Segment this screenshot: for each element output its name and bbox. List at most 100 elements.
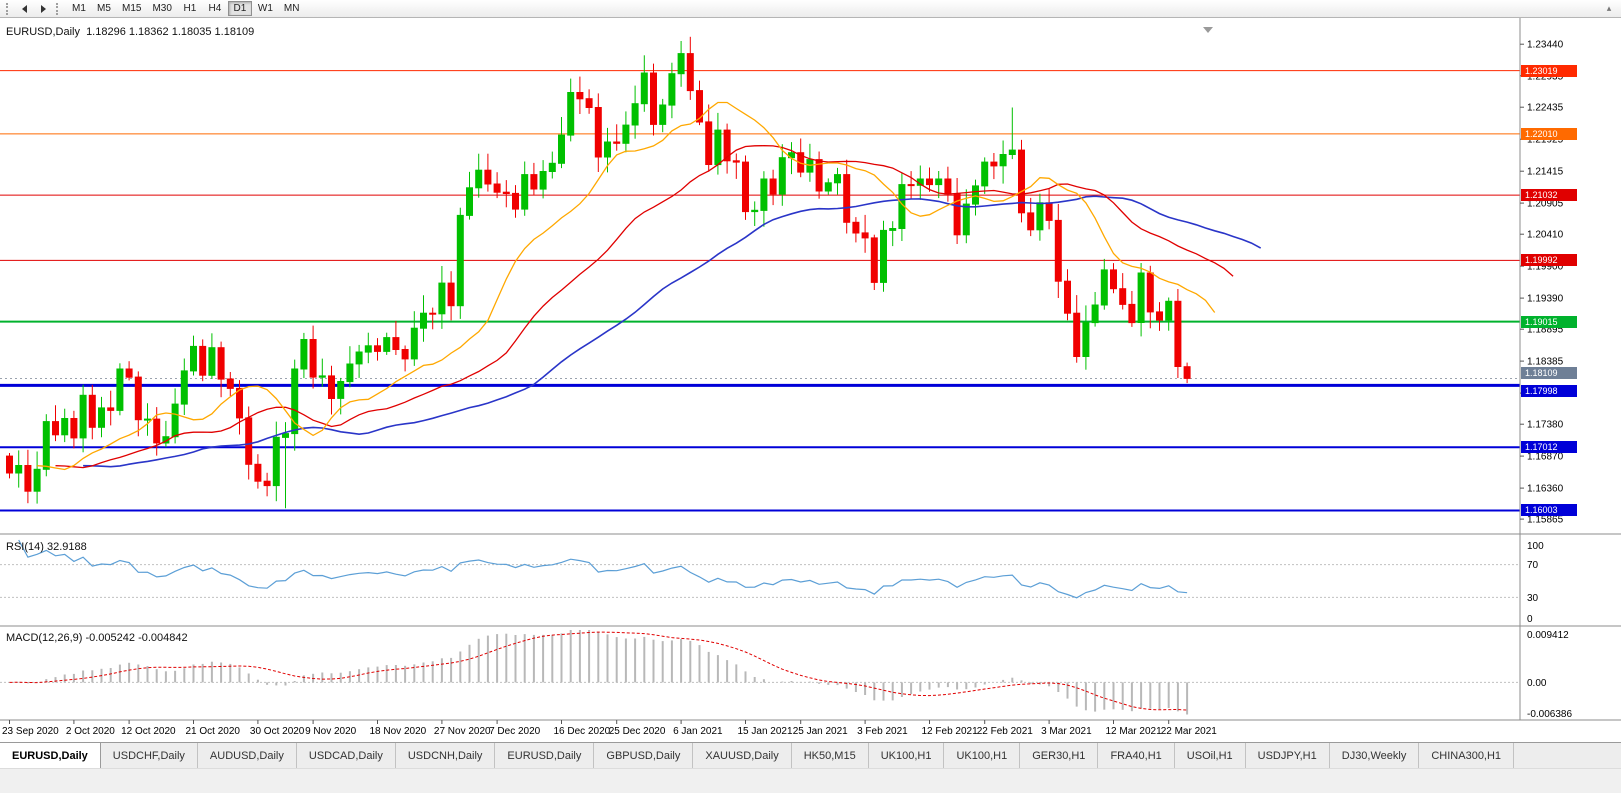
date-label[interactable]: 27 Nov 2020 [434,726,491,737]
candle-body [1137,272,1145,323]
candle-body [944,178,952,195]
date-label[interactable]: 3 Mar 2021 [1041,726,1092,737]
chart-tab-ger30-h1[interactable]: GER30,H1 [1020,743,1099,768]
toolbar-grip[interactable] [56,2,61,15]
price-scale-label[interactable]: 1.20905 [1527,199,1564,210]
date-label[interactable]: 25 Dec 2020 [609,726,666,737]
chart-tab-china300-h1[interactable]: CHINA300,H1 [1419,743,1515,768]
chart-tab-usdcnh-daily[interactable]: USDCNH,Daily [396,743,496,768]
rsi-scale-label: 70 [1527,560,1539,571]
chart-tab-hk50-m15[interactable]: HK50,M15 [792,743,869,768]
chart-tab-usoil-h1[interactable]: USOil,H1 [1175,743,1246,768]
chart-title: EURUSD,Daily 1.18296 1.18362 1.18035 1.1… [6,26,255,38]
date-label[interactable]: 25 Jan 2021 [793,726,848,737]
chart-canvas[interactable]: 1.234401.229351.224351.219251.214151.209… [0,18,1621,742]
date-label[interactable]: 7 Dec 2020 [489,726,541,737]
date-label[interactable]: 12 Mar 2021 [1106,726,1163,737]
chart-tab-eurusd-daily[interactable]: EURUSD,Daily [0,743,101,768]
price-badge-1.19992: 1.19992 [1521,254,1577,266]
macd-scale-label: 0.00 [1527,678,1547,689]
date-label[interactable]: 2 Oct 2020 [66,726,115,737]
candle-body [291,368,299,435]
toolbar-expand-icon[interactable]: ▴ [1600,1,1618,16]
date-label[interactable]: 12 Feb 2021 [922,726,979,737]
candle-body [484,169,492,185]
chart-tab-dj30-weekly[interactable]: DJ30,Weekly [1330,743,1420,768]
candle-body [153,418,161,444]
timeframe-button-w1[interactable]: W1 [253,1,278,16]
date-label[interactable]: 22 Mar 2021 [1161,726,1218,737]
scroll-right-icon[interactable] [34,1,52,16]
date-label[interactable]: 22 Feb 2021 [977,726,1034,737]
candle-body [1091,304,1099,324]
chart-tab-uk100-h1[interactable]: UK100,H1 [869,743,945,768]
price-scale-label[interactable]: 1.21415 [1527,167,1564,178]
candle-body [33,468,41,492]
chart-tab-eurusd-daily[interactable]: EURUSD,Daily [495,743,595,768]
candle-body [824,182,832,192]
date-label[interactable]: 15 Jan 2021 [738,726,793,737]
date-label[interactable]: 30 Oct 2020 [250,726,305,737]
candle-body [199,345,207,376]
candle-body [245,417,253,465]
date-label[interactable]: 21 Oct 2020 [186,726,241,737]
price-scale-label[interactable]: 1.18895 [1527,325,1564,336]
candle-body [309,339,317,378]
candle-body [613,141,621,144]
price-scale-label[interactable]: 1.16870 [1527,452,1564,463]
candle-body [272,436,280,487]
chart-tab-xauusd-daily[interactable]: XAUUSD,Daily [693,743,792,768]
chart-tab-fra40-h1[interactable]: FRA40,H1 [1098,743,1175,768]
date-label[interactable]: 23 Sep 2020 [2,726,59,737]
price-scale-label[interactable]: 1.17380 [1527,420,1564,431]
candle-body [659,104,667,125]
candle-body [558,134,565,164]
timeframe-button-d1[interactable]: D1 [227,1,252,16]
price-scale-label[interactable]: 1.19390 [1527,294,1564,305]
candle-body [263,480,271,487]
chart-tab-gbpusd-daily[interactable]: GBPUSD,Daily [594,743,694,768]
chart-tab-usdjpy-h1[interactable]: USDJPY,H1 [1246,743,1330,768]
price-scale-label[interactable]: 1.20410 [1527,230,1564,241]
candle-body [1146,272,1154,313]
timeframe-button-m30[interactable]: M30 [147,1,176,16]
rsi-scale-label: 30 [1527,593,1539,604]
candle-body [438,282,446,315]
candle-body [226,378,234,389]
date-label[interactable]: 12 Oct 2020 [121,726,176,737]
price-scale-label[interactable]: 1.16360 [1527,484,1564,495]
timeframe-button-m15[interactable]: M15 [117,1,146,16]
chart-tab-uk100-h1[interactable]: UK100,H1 [944,743,1021,768]
chart-tab-usdcad-daily[interactable]: USDCAD,Daily [297,743,396,768]
toolbar-grip[interactable] [6,2,11,15]
chart-shift-marker[interactable] [1203,27,1213,33]
price-scale-label[interactable]: 1.19900 [1527,262,1564,273]
date-label[interactable]: 16 Dec 2020 [554,726,611,737]
date-label[interactable]: 3 Feb 2021 [857,726,908,737]
date-label[interactable]: 6 Jan 2021 [673,726,723,737]
date-label[interactable]: 18 Nov 2020 [370,726,427,737]
candle-body [1174,300,1182,367]
candle-body [530,174,538,190]
candle-body [1073,312,1081,358]
price-scale-label[interactable]: 1.23440 [1527,40,1564,51]
chart-tab-usdchf-daily[interactable]: USDCHF,Daily [101,743,198,768]
timeframe-button-h4[interactable]: H4 [203,1,227,16]
price-scale-label[interactable]: 1.22435 [1527,103,1564,114]
triangle-right-icon [40,4,46,13]
scroll-left-icon[interactable] [15,1,33,16]
macd-scale-label: 0.009412 [1527,630,1569,641]
candle-body [585,98,593,108]
chart-tab-audusd-daily[interactable]: AUDUSD,Daily [198,743,297,768]
candle-body [52,421,59,436]
price-scale-label[interactable]: 1.21925 [1527,135,1564,146]
price-scale-label[interactable]: 1.18385 [1527,357,1564,368]
date-label[interactable]: 9 Nov 2020 [305,726,357,737]
timeframe-button-mn[interactable]: MN [279,1,305,16]
timeframe-button-h1[interactable]: H1 [178,1,202,16]
price-scale-label[interactable]: 1.15865 [1527,515,1564,526]
timeframe-button-m1[interactable]: M1 [67,1,91,16]
candle-body [880,229,887,283]
candle-body [1128,303,1136,324]
timeframe-button-m5[interactable]: M5 [92,1,116,16]
